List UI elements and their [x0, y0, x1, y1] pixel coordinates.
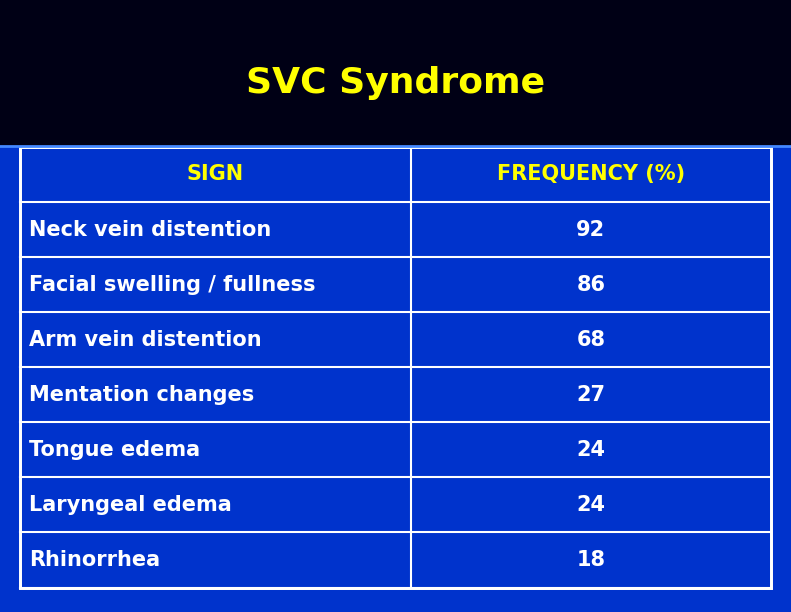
Text: FREQUENCY (%): FREQUENCY (%) [497, 165, 685, 184]
Text: 24: 24 [577, 495, 605, 515]
Text: 92: 92 [577, 220, 605, 239]
Text: Mentation changes: Mentation changes [29, 385, 255, 405]
Text: Facial swelling / fullness: Facial swelling / fullness [29, 275, 316, 294]
Text: Arm vein distention: Arm vein distention [29, 330, 262, 349]
Bar [20, 147, 771, 588]
Text: 18: 18 [577, 550, 605, 570]
Text: 27: 27 [577, 385, 605, 405]
Text: 24: 24 [577, 440, 605, 460]
Text: SVC Syndrome: SVC Syndrome [246, 65, 545, 100]
Text: Laryngeal edema: Laryngeal edema [29, 495, 232, 515]
Bar [20, 147, 771, 588]
Text: SIGN: SIGN [187, 165, 244, 184]
Text: 68: 68 [577, 330, 605, 349]
Text: Rhinorrhea: Rhinorrhea [29, 550, 161, 570]
Bar [0, 147, 791, 612]
Text: Neck vein distention: Neck vein distention [29, 220, 271, 239]
Text: 86: 86 [577, 275, 605, 294]
Text: Tongue edema: Tongue edema [29, 440, 200, 460]
Bar [0, 0, 791, 147]
